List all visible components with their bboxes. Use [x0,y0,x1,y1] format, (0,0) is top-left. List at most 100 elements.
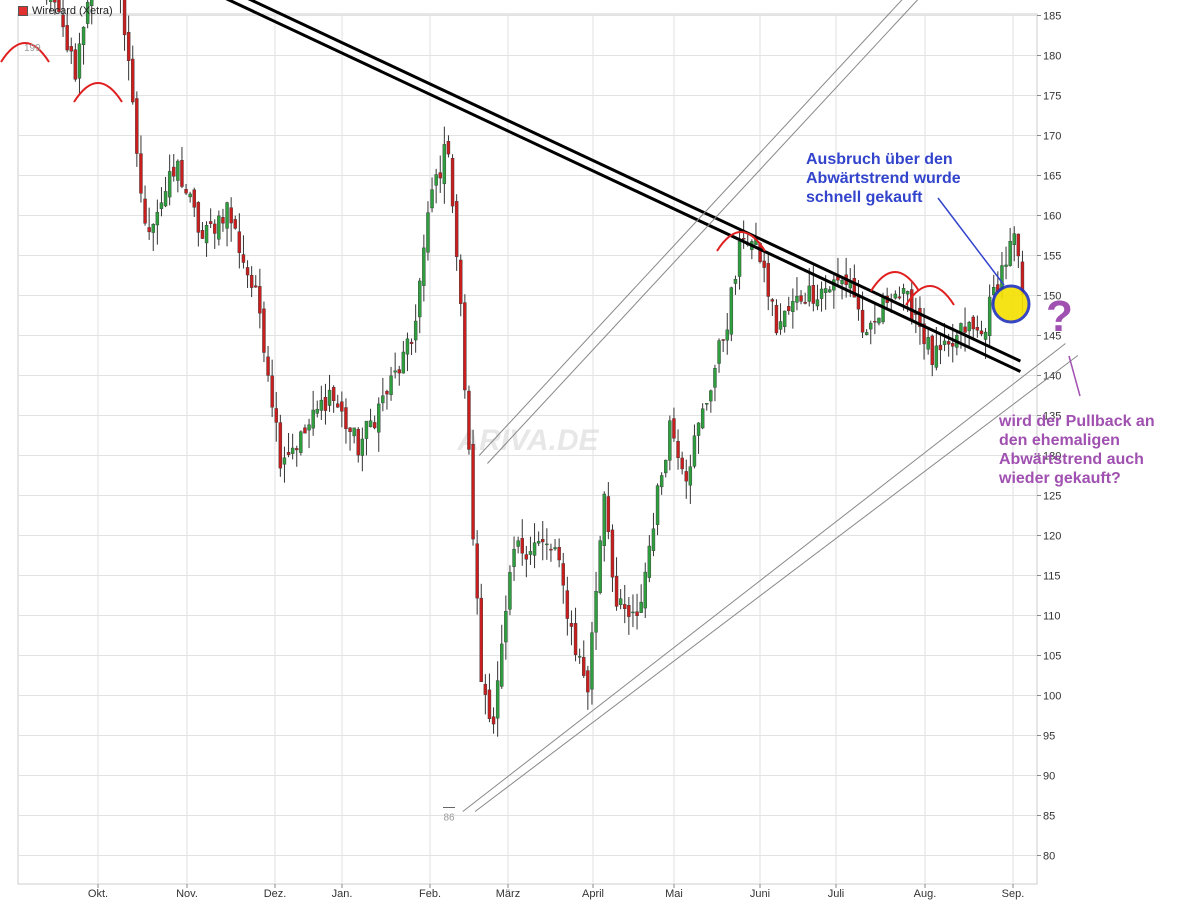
candle [799,290,803,305]
candle [336,394,340,408]
candle-body-up [655,485,660,525]
y-tick-label: 170 [1043,131,1061,143]
candle-body-up [1008,241,1012,266]
y-tick-label: 165 [1043,171,1061,183]
candle-body-up [155,211,160,226]
candle [61,0,65,37]
candle [762,252,766,283]
candle-body-up [725,329,729,341]
candle-body-up [639,601,643,613]
candle-body-down [565,590,570,619]
candle-body-up [377,403,381,433]
breakout-highlight [991,284,1031,324]
candle-body-down [295,448,299,451]
candle [934,327,939,371]
candle [668,415,672,471]
candle-body-down [963,326,967,333]
candle [586,665,590,710]
candle-body-up [893,293,898,299]
candle-body-up [364,420,369,439]
candle [208,208,213,229]
y-tick-label: 85 [1043,811,1055,823]
candle-body-up [983,331,988,340]
candle-body-up [327,389,332,406]
candle-body-down [213,223,217,234]
candle-body-down [938,344,943,351]
candle-body-down [606,496,611,533]
candle [631,594,635,628]
candle-body-up [167,171,172,198]
candle [90,0,94,25]
candle [44,0,49,5]
candle [705,402,709,411]
candle-body-up [545,543,549,546]
candle [266,345,270,382]
candle [1008,227,1012,267]
candle-body-down [73,49,78,80]
candle-body-down [479,597,483,683]
candle-body-up [352,427,356,437]
x-tick-label: Aug. [914,888,937,900]
y-tick-label: 130 [1043,451,1061,463]
candle-body-down [200,230,205,239]
candle [180,146,184,189]
candle-body-down [135,98,139,154]
candle-body-down [262,308,266,353]
candle-body-down [491,716,496,725]
uptrend-channel-line [478,0,903,456]
candle [770,298,775,317]
candle [930,334,934,377]
y-tick-label: 145 [1043,331,1061,343]
candle-body-up [315,408,319,414]
y-tick-label: 155 [1043,251,1061,263]
candle [778,303,783,335]
candle [397,365,401,386]
candle-body-down [946,341,951,345]
candle-body-up [434,174,438,186]
candle [422,234,426,302]
candle-body-up [967,322,971,332]
candle [623,584,627,624]
candle-body-down [471,444,475,540]
candle [545,528,549,560]
candle-body-down [266,356,270,376]
candle-body-down [799,295,803,302]
low-label: 86 [443,813,455,824]
uptrend-channel-line [462,343,1066,812]
candle-body-up [368,420,373,428]
candle [348,427,352,451]
candle [709,389,713,413]
candle [249,266,254,298]
candle [803,292,807,305]
candle [598,535,602,595]
candle [459,254,463,317]
candle [561,552,565,604]
candle [85,0,90,29]
candle [659,472,664,495]
candle [319,385,324,420]
candle-body-up [159,202,164,209]
candle [159,187,164,217]
candle-body-down [610,529,615,578]
candle-body-down [397,369,401,374]
candle-body-down [873,320,877,323]
candle [532,523,537,569]
candle-body-up [422,247,426,286]
candle [979,320,984,337]
candle [81,26,86,65]
candle [971,315,975,340]
candle-body-down [741,237,746,240]
x-tick-label: Okt. [88,888,108,900]
x-tick-label: Feb. [419,888,441,900]
candle-body-down [635,611,639,617]
y-tick-label: 150 [1043,291,1061,303]
candle-body-down [852,278,857,298]
candle [454,194,459,271]
x-tick-label: April [582,888,604,900]
candle-body-down [229,207,233,224]
candle-body-up [381,395,385,404]
candle [311,390,315,436]
resistance-arc [73,82,123,103]
